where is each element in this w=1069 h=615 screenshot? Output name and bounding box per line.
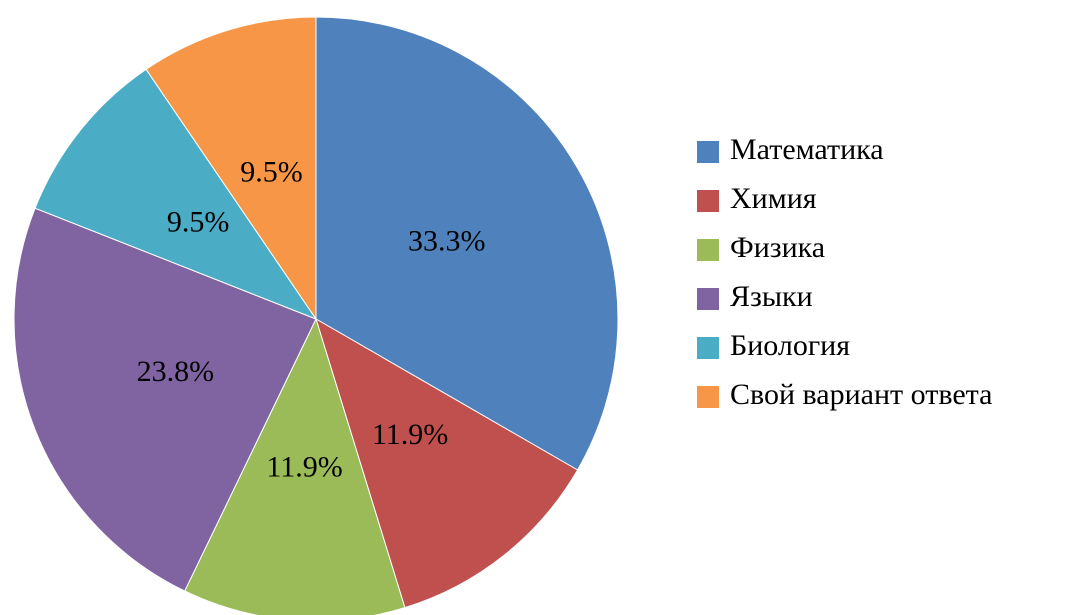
data-label: 9.5% — [167, 206, 230, 239]
data-label: 33.3% — [408, 224, 486, 257]
data-label: 9.5% — [240, 156, 303, 189]
legend-label: Языки — [730, 280, 813, 313]
data-label: 11.9% — [266, 450, 342, 483]
pie-slice — [13, 207, 317, 592]
legend-swatch — [697, 288, 719, 310]
pie-slice — [315, 16, 619, 471]
pie-slice — [34, 68, 318, 321]
pie-slice — [315, 317, 579, 609]
data-label: 11.9% — [372, 418, 448, 451]
legend-label: Физика — [730, 231, 825, 264]
pie-slice — [145, 16, 317, 321]
data-label: 23.8% — [137, 355, 215, 388]
legend-swatch — [697, 337, 719, 359]
legend-label: Свой вариант ответа — [730, 378, 992, 411]
pie-slice — [184, 317, 406, 615]
legend-swatch — [697, 239, 719, 261]
legend-swatch — [697, 141, 719, 163]
legend-label: Математика — [730, 133, 884, 166]
legend-swatch — [697, 386, 719, 408]
legend-swatch — [697, 190, 719, 212]
legend-label: Химия — [730, 182, 817, 215]
legend-label: Биология — [730, 329, 850, 362]
